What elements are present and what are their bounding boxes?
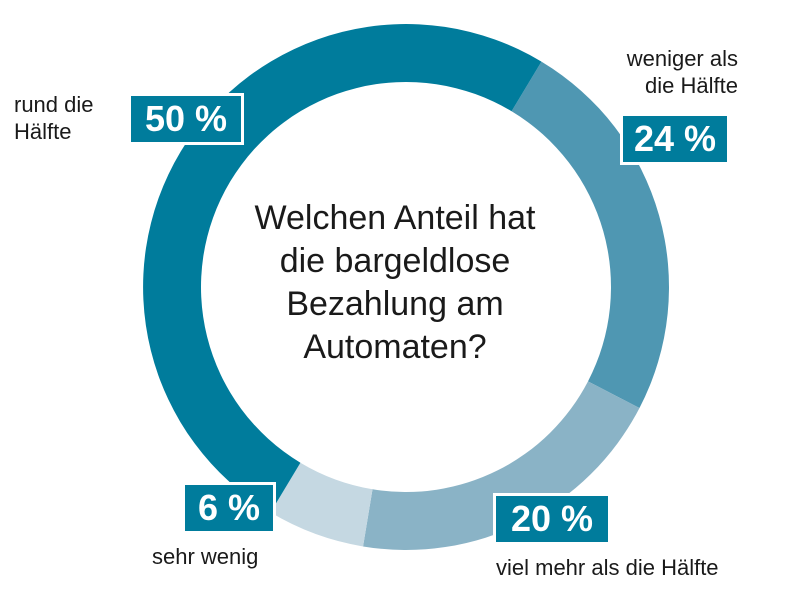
donut-slice-4: [143, 24, 542, 513]
label-viel-mehr-als-die-haelfte: viel mehr als die Hälfte: [496, 555, 719, 580]
title-line-1: Welchen Anteil hat: [254, 199, 536, 237]
value-label-50: 50 %: [128, 93, 244, 145]
title-line-2: die bargeldlose: [279, 242, 511, 280]
donut-slice-2: [363, 381, 640, 550]
label-rund-die-haelfte-line-1: rund die: [14, 92, 94, 117]
label-weniger-line-1: weniger als: [626, 46, 738, 71]
value-label-24: 24 %: [620, 113, 730, 165]
label-weniger-als-die-haelfte: weniger als die Hälfte: [598, 45, 738, 99]
donut-slice-1: [511, 61, 669, 409]
label-weniger-line-2: die Hälfte: [645, 73, 738, 98]
label-rund-die-haelfte-line-2: Hälfte: [14, 119, 72, 144]
title-line-4: Automaten?: [303, 328, 487, 366]
chart-title: Welchen Anteil hat die bargeldlose Bezah…: [215, 197, 575, 369]
value-label-6: 6 %: [182, 482, 276, 534]
donut-slice-3: [270, 462, 373, 547]
value-label-20: 20 %: [493, 493, 611, 545]
title-line-3: Bezahlung am: [286, 285, 504, 323]
label-sehr-wenig: sehr wenig: [152, 544, 259, 569]
label-rund-die-haelfte: rund die Hälfte: [14, 91, 94, 145]
